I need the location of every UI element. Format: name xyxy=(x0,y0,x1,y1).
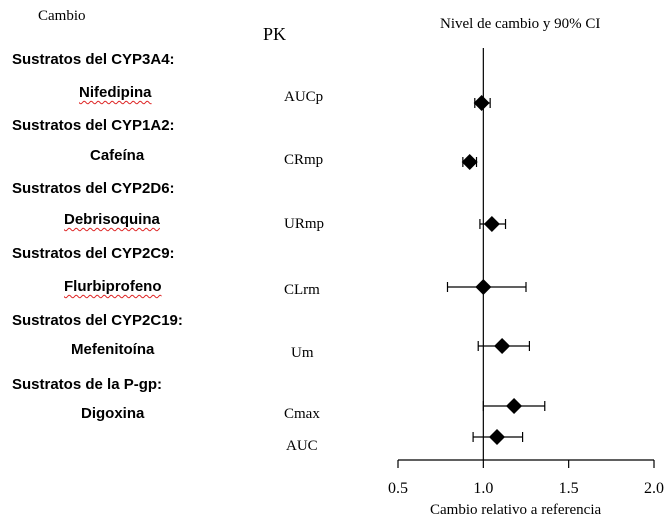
pk-label-aucp: AUCp xyxy=(284,89,324,105)
pk-label-auc: AUC xyxy=(286,438,318,454)
group-label-cyp2c9: Sustratos del CYP2C9: xyxy=(12,245,175,262)
x-tick-label-1: 1.0 xyxy=(473,480,493,497)
header-nivel: Nivel de cambio y 90% CI xyxy=(440,16,601,32)
pk-label-crmp: CRmp xyxy=(284,152,324,168)
group-label-cyp1a2: Sustratos del CYP1A2: xyxy=(12,117,175,134)
drug-label-nifedipina: Nifedipina xyxy=(79,84,152,101)
drug-label-digoxina: Digoxina xyxy=(81,405,145,422)
drug-label-flurbiprofeno: Flurbiprofeno xyxy=(64,278,162,295)
estimate-marker-6 xyxy=(488,429,505,445)
x-tick-label-0: 0.5 xyxy=(388,480,408,497)
estimate-marker-5 xyxy=(506,398,523,414)
drug-label-mefenitoina: Mefenitoína xyxy=(71,341,155,358)
x-tick-label-3: 2.0 xyxy=(644,480,664,497)
x-tick-label-2: 1.5 xyxy=(559,480,579,497)
pk-label-um: Um xyxy=(291,345,314,361)
estimate-marker-0 xyxy=(473,95,490,111)
drug-label-debrisoquina: Debrisoquina xyxy=(64,211,160,228)
group-label-cyp3a4: Sustratos del CYP3A4: xyxy=(12,51,175,68)
group-label-pgp: Sustratos de la P-gp: xyxy=(12,376,163,393)
x-axis-label: Cambio relativo a referencia xyxy=(430,502,602,518)
estimate-marker-3 xyxy=(475,279,492,295)
pk-label-clrm: CLrm xyxy=(284,282,320,298)
estimate-marker-1 xyxy=(461,154,478,170)
header-pk: PK xyxy=(263,24,287,44)
group-label-cyp2c19: Sustratos del CYP2C19: xyxy=(12,312,183,329)
drug-label-cafeina: Cafeína xyxy=(90,147,145,164)
pk-label-urmp: URmp xyxy=(284,216,325,232)
pk-label-cmax: Cmax xyxy=(284,406,320,422)
estimate-marker-2 xyxy=(483,216,500,232)
group-label-cyp2d6: Sustratos del CYP2D6: xyxy=(12,180,175,197)
estimate-marker-4 xyxy=(494,338,511,354)
header-cambio: Cambio xyxy=(38,8,86,24)
